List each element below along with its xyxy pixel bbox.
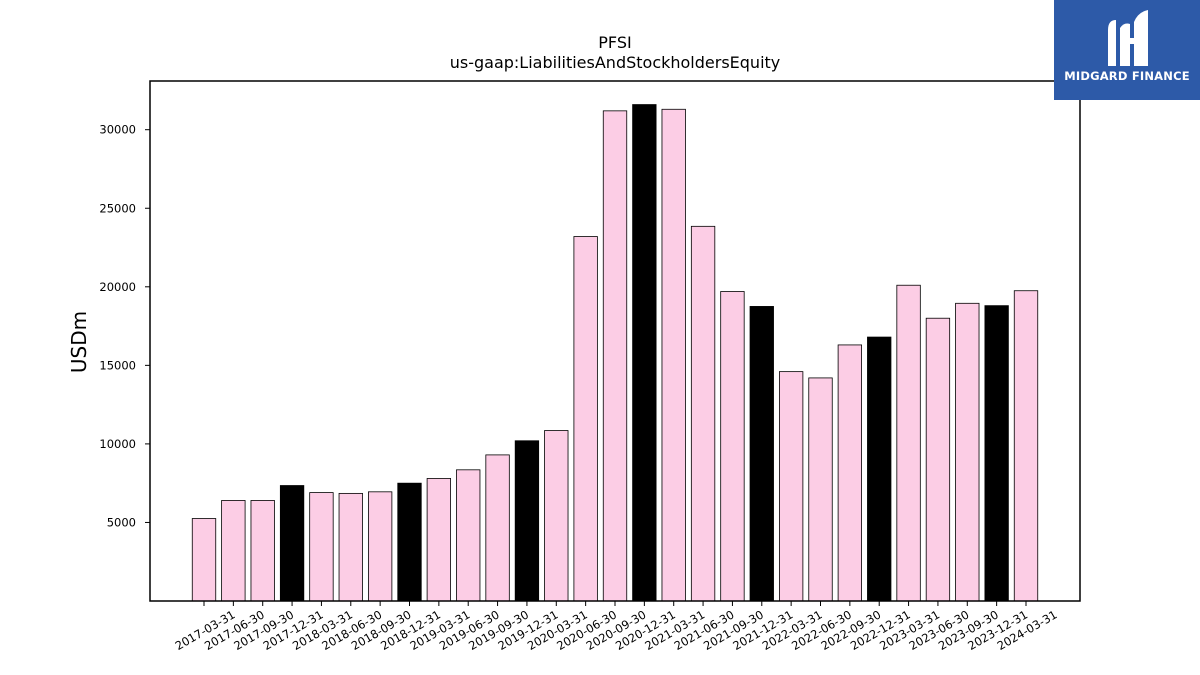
bar-2018-06-30 [338, 492, 363, 602]
bar-2018-09-30 [367, 491, 393, 602]
bar-2020-06-30 [573, 236, 598, 602]
bar-2022-06-30 [808, 377, 833, 602]
chart-subtitle: us-gaap:LiabilitiesAndStockholdersEquity [450, 53, 781, 72]
bar-2021-09-30 [720, 291, 745, 602]
bar-2020-12-31 [632, 104, 657, 602]
bar-2019-06-30 [456, 469, 481, 602]
bar-2022-03-31 [779, 371, 804, 602]
y-tick-label: 25000 [99, 201, 136, 215]
bar-2018-12-31 [397, 482, 422, 602]
bar-2018-03-31 [309, 492, 334, 602]
bar-2021-06-30 [690, 225, 716, 602]
y-axis-label: USDm [67, 311, 91, 373]
bar-2020-09-30 [602, 110, 628, 602]
y-tick-label: 5000 [107, 515, 136, 529]
bar-2023-12-31 [984, 305, 1009, 602]
y-tick-label: 10000 [99, 437, 136, 451]
bar-2017-12-31 [279, 485, 305, 602]
bar-2019-12-31 [514, 440, 540, 602]
bar-2021-03-31 [661, 108, 686, 602]
bars-layer [191, 104, 1039, 602]
bar-2023-06-30 [925, 317, 951, 602]
x-axis-ticks: 2017-03-312017-06-302017-09-302017-12-31… [173, 601, 1060, 653]
bar-2019-09-30 [485, 454, 510, 602]
plot-frame [149, 80, 1081, 602]
y-tick-label: 20000 [99, 280, 136, 294]
y-tick-label: 30000 [99, 123, 136, 137]
y-axis-ticks: 5000 10000 15000 20000 25000 30000 [99, 123, 150, 529]
bar-2017-09-30 [250, 500, 275, 602]
logo-mark-icon [1108, 10, 1148, 66]
y-tick-label: 15000 [99, 358, 136, 372]
brand-logo: MIDGARD FINANCE [1054, 0, 1200, 100]
bar-2023-03-31 [896, 284, 921, 602]
bar-2021-12-31 [749, 306, 774, 602]
bar-2022-12-31 [867, 336, 892, 602]
bar-2020-03-31 [544, 430, 569, 602]
bar-2023-09-30 [955, 302, 980, 602]
bar-2017-03-31 [191, 518, 217, 602]
bar-2017-06-30 [221, 500, 246, 602]
bar-2024-03-31 [1013, 290, 1039, 602]
logo-text: MIDGARD FINANCE [1064, 69, 1190, 83]
bar-2022-09-30 [837, 344, 862, 602]
chart-title: PFSI [598, 33, 631, 52]
bar-2019-03-31 [426, 478, 451, 602]
